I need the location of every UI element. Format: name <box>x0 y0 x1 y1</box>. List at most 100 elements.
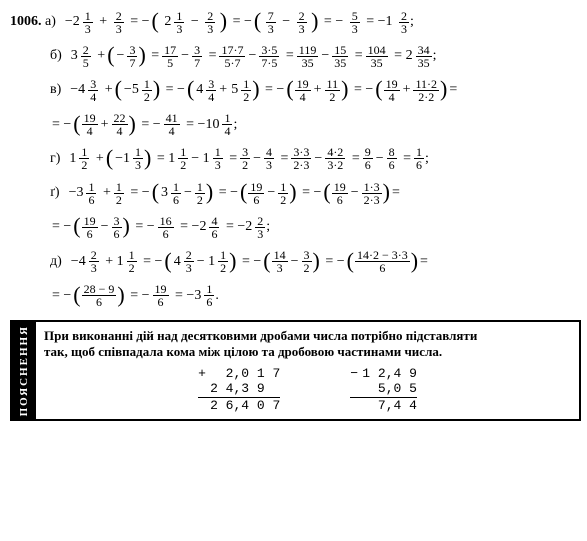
den: 6 <box>363 159 373 171</box>
num: 1 <box>83 10 93 23</box>
paren: ( <box>263 250 270 272</box>
op: = − <box>302 179 321 207</box>
op: − 1 <box>197 248 215 276</box>
num: 5 <box>350 10 360 23</box>
op: = −1 <box>366 8 392 36</box>
num: 19 <box>82 215 98 228</box>
op: − <box>314 145 322 173</box>
num: 3 <box>112 215 122 228</box>
num: 16 <box>158 215 174 228</box>
op: = − <box>130 8 149 36</box>
den: 2 <box>302 262 312 274</box>
num: 1 <box>142 78 152 91</box>
op: = − <box>219 179 238 207</box>
den: 2 <box>325 91 341 103</box>
num: 2 <box>114 10 124 23</box>
explanation-content: При виконанні дій над десятковими дробам… <box>36 322 579 419</box>
op: − 1 <box>191 145 209 173</box>
sign <box>198 398 210 413</box>
den: 4 <box>164 125 180 137</box>
op: − <box>101 213 109 241</box>
end: ; <box>410 14 414 29</box>
den: 2 <box>142 91 152 103</box>
num: 19 <box>332 181 348 194</box>
num: 17 <box>162 44 178 57</box>
op: − <box>117 42 125 70</box>
num: 2 <box>255 215 265 228</box>
den: 6 <box>82 296 117 308</box>
num: 19 <box>295 78 311 91</box>
op: = − <box>233 8 252 36</box>
op: − <box>181 42 189 70</box>
line-d-1: д) −423 + 112 = −(423− 112) = −(143−32) … <box>10 248 577 276</box>
paren: ) <box>311 10 318 32</box>
num: 3 <box>206 78 216 91</box>
paren: ) <box>129 113 136 135</box>
txt: −1 <box>115 145 130 173</box>
txt: 1 <box>69 145 76 173</box>
den: 7·5 <box>259 57 279 69</box>
den: 35 <box>297 57 319 69</box>
paren: ) <box>313 250 320 272</box>
den: 5 <box>81 57 91 69</box>
subtraction-column: −1 2,4 9 5,0 5 7,4 4 <box>350 366 417 413</box>
den: 2·2 <box>413 91 439 103</box>
den: 2 <box>127 262 137 274</box>
num: 2 <box>205 10 215 23</box>
sign <box>350 381 362 396</box>
num: 1 <box>278 181 288 194</box>
line-g: г) 112 +(−113) = 112− 113 =32−43 =3·32·3… <box>10 145 577 173</box>
den: 6 <box>387 159 397 171</box>
sign <box>350 398 362 413</box>
paren: ( <box>286 78 293 100</box>
num: 3 <box>88 78 98 91</box>
num: 1 <box>171 181 181 194</box>
row: 2 4,3 9 <box>210 381 280 396</box>
label-r: ґ) <box>50 185 60 200</box>
den: 6 <box>332 194 348 206</box>
den: 6 <box>86 194 96 206</box>
explain-line-2: так, щоб співпадала кома між цілою та др… <box>44 344 571 360</box>
row: 2,0 1 7 <box>210 366 280 381</box>
den: 4 <box>384 91 400 103</box>
txt: 3 <box>161 179 168 207</box>
num: 4 <box>209 215 219 228</box>
txt: 3 <box>71 42 78 70</box>
den: 3 <box>399 23 409 35</box>
paren: ( <box>164 250 171 272</box>
op: = <box>229 145 237 173</box>
label-v: в) <box>50 83 61 98</box>
num: 15 <box>332 44 348 57</box>
op: = − <box>141 111 160 139</box>
line-a: 1006. а) −213 + 23 = −( 213 − 23 ) = −( … <box>10 8 577 36</box>
row: 7,4 4 <box>362 398 417 413</box>
paren: ) <box>123 215 130 237</box>
den: 35 <box>366 57 388 69</box>
den: 6 <box>209 228 219 240</box>
den: 2 <box>240 159 250 171</box>
den: 6 <box>158 228 174 240</box>
op: = − <box>265 76 284 104</box>
den: 3 <box>213 159 223 171</box>
den: 7 <box>192 57 202 69</box>
paren: ( <box>152 10 159 32</box>
paren: ( <box>115 78 122 100</box>
den: 5·7 <box>219 57 245 69</box>
den: 3 <box>89 262 99 274</box>
line-r-1: ґ) −316 +12 = −(316−12) = −(196−12) = −(… <box>10 179 577 207</box>
den: 2 <box>218 262 228 274</box>
den: 2 <box>241 91 251 103</box>
sign: + <box>198 366 210 381</box>
txt: −4 <box>71 248 86 276</box>
op: − <box>253 145 261 173</box>
op: = 1 <box>157 145 175 173</box>
den: 4 <box>295 91 311 103</box>
op: = − <box>166 76 185 104</box>
op: − <box>291 248 299 276</box>
op: = − <box>52 111 71 139</box>
paren: ) <box>383 181 390 203</box>
line-v-2: = −(194+224) = −414 = −1014; <box>10 111 577 139</box>
den: 2 <box>178 159 188 171</box>
txt: −4 <box>70 76 85 104</box>
worksheet-page: 1006. а) −213 + 23 = −( 213 − 23 ) = −( … <box>0 0 587 421</box>
